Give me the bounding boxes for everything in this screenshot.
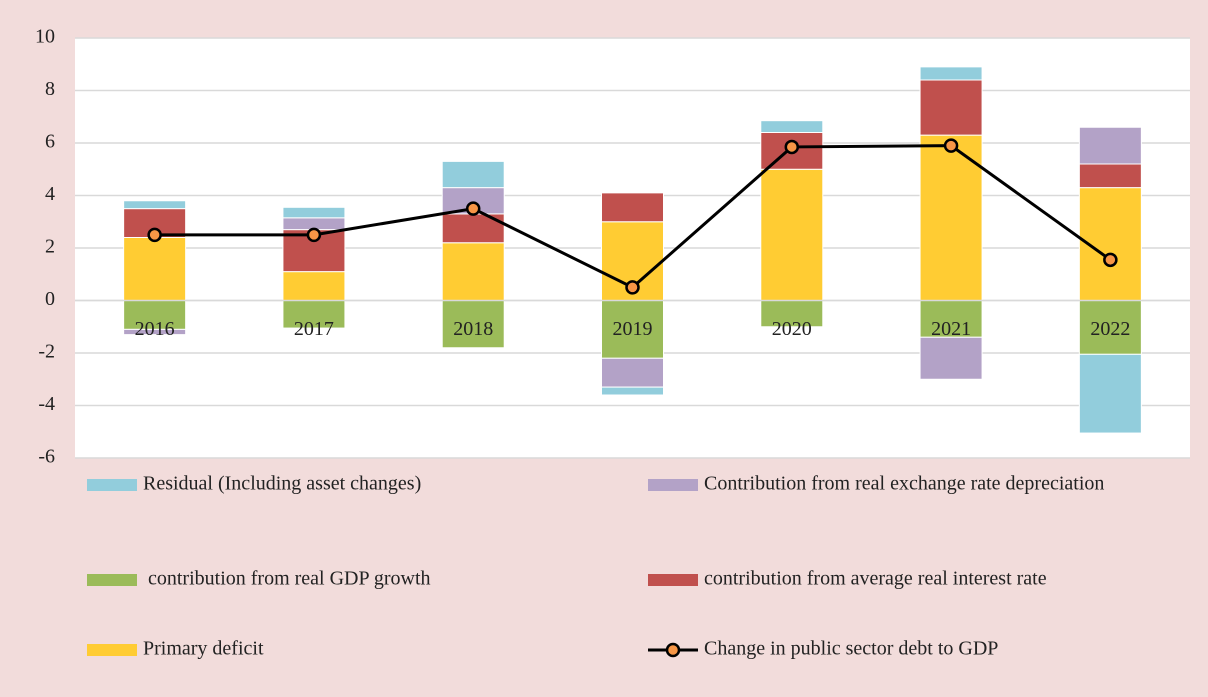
bar-segment xyxy=(1078,300,1142,355)
legend-swatch xyxy=(648,574,698,586)
bar-segment xyxy=(760,168,824,301)
y-tick-label: 6 xyxy=(45,131,55,153)
bar-segment xyxy=(1078,353,1142,434)
y-tick-label: -4 xyxy=(38,393,55,415)
x-tick-label: 2018 xyxy=(453,318,493,340)
line-marker xyxy=(147,227,162,243)
y-tick-label: 2 xyxy=(45,236,55,258)
y-tick-label: 0 xyxy=(45,288,55,310)
legend-label: Contribution from real exchange rate dep… xyxy=(704,473,1104,495)
bar-segment xyxy=(601,192,664,223)
line-marker xyxy=(306,227,322,243)
bar-segment xyxy=(601,357,664,388)
y-tick-label: 10 xyxy=(35,26,55,48)
legend-label: contribution from real GDP growth xyxy=(143,568,431,590)
bar-segment xyxy=(1078,126,1142,165)
bar-segment xyxy=(601,386,664,396)
y-tick-label: 8 xyxy=(45,78,55,100)
bar-segment xyxy=(601,300,664,359)
line-marker xyxy=(784,139,800,155)
bar-segment xyxy=(123,200,187,210)
bar-segment xyxy=(441,160,505,189)
x-tick-label: 2016 xyxy=(135,318,175,340)
x-tick-label: 2022 xyxy=(1090,318,1130,340)
legend-label: Residual (Including asset changes) xyxy=(143,473,421,495)
y-tick-label: 4 xyxy=(45,183,55,205)
x-tick-label: 2019 xyxy=(613,318,653,340)
bar-segment xyxy=(123,328,187,336)
x-tick-label: 2021 xyxy=(931,318,971,340)
line-marker xyxy=(625,280,640,295)
bar-segment xyxy=(1078,163,1142,189)
y-tick-label: -6 xyxy=(38,446,55,468)
bar-segment xyxy=(282,300,346,329)
line-marker xyxy=(1103,252,1118,268)
bar-segment xyxy=(441,242,505,301)
x-tick-label: 2017 xyxy=(294,318,334,340)
bar-segment xyxy=(282,271,346,301)
bar-segment xyxy=(282,206,346,219)
bar-segment xyxy=(919,66,983,81)
legend-label: Primary deficit xyxy=(143,638,264,660)
legend-swatch xyxy=(87,574,137,586)
legend-label: contribution from average real interest … xyxy=(704,568,1047,590)
line-marker xyxy=(943,138,959,153)
legend-marker xyxy=(665,642,681,658)
bar-segment xyxy=(123,237,187,301)
x-tick-label: 2020 xyxy=(772,318,812,340)
bar-segment xyxy=(441,300,505,349)
legend-swatch xyxy=(87,644,137,656)
legend-swatch xyxy=(87,479,137,491)
legend-swatch xyxy=(648,479,698,491)
bar-segment xyxy=(919,336,983,380)
line-marker xyxy=(465,201,481,216)
legend-label: Change in public sector debt to GDP xyxy=(704,638,998,660)
bar-segment xyxy=(919,79,983,136)
bar-segment xyxy=(123,300,187,330)
bar-segment xyxy=(760,120,824,133)
y-tick-label: -2 xyxy=(38,341,55,363)
